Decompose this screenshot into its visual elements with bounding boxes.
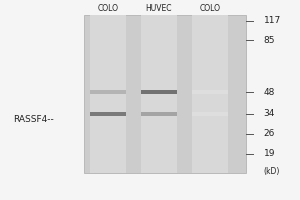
Text: 26: 26 — [263, 129, 275, 138]
Bar — [90, 15, 126, 173]
Text: 117: 117 — [263, 16, 281, 25]
Bar — [141, 90, 177, 94]
Text: 48: 48 — [263, 88, 275, 97]
Text: (kD): (kD) — [263, 167, 280, 176]
Text: COLO: COLO — [98, 4, 119, 13]
Bar — [90, 112, 126, 116]
Bar — [141, 112, 177, 116]
Bar — [141, 15, 177, 173]
Text: 34: 34 — [263, 109, 275, 118]
Bar — [84, 15, 246, 173]
Bar — [192, 15, 228, 173]
Text: 85: 85 — [263, 36, 275, 45]
Text: HUVEC: HUVEC — [146, 4, 172, 13]
Text: COLO: COLO — [199, 4, 220, 13]
Text: RASSF4--: RASSF4-- — [13, 115, 53, 124]
Bar — [90, 90, 126, 94]
Bar — [192, 112, 228, 116]
Text: 19: 19 — [263, 149, 275, 158]
Bar — [192, 90, 228, 94]
